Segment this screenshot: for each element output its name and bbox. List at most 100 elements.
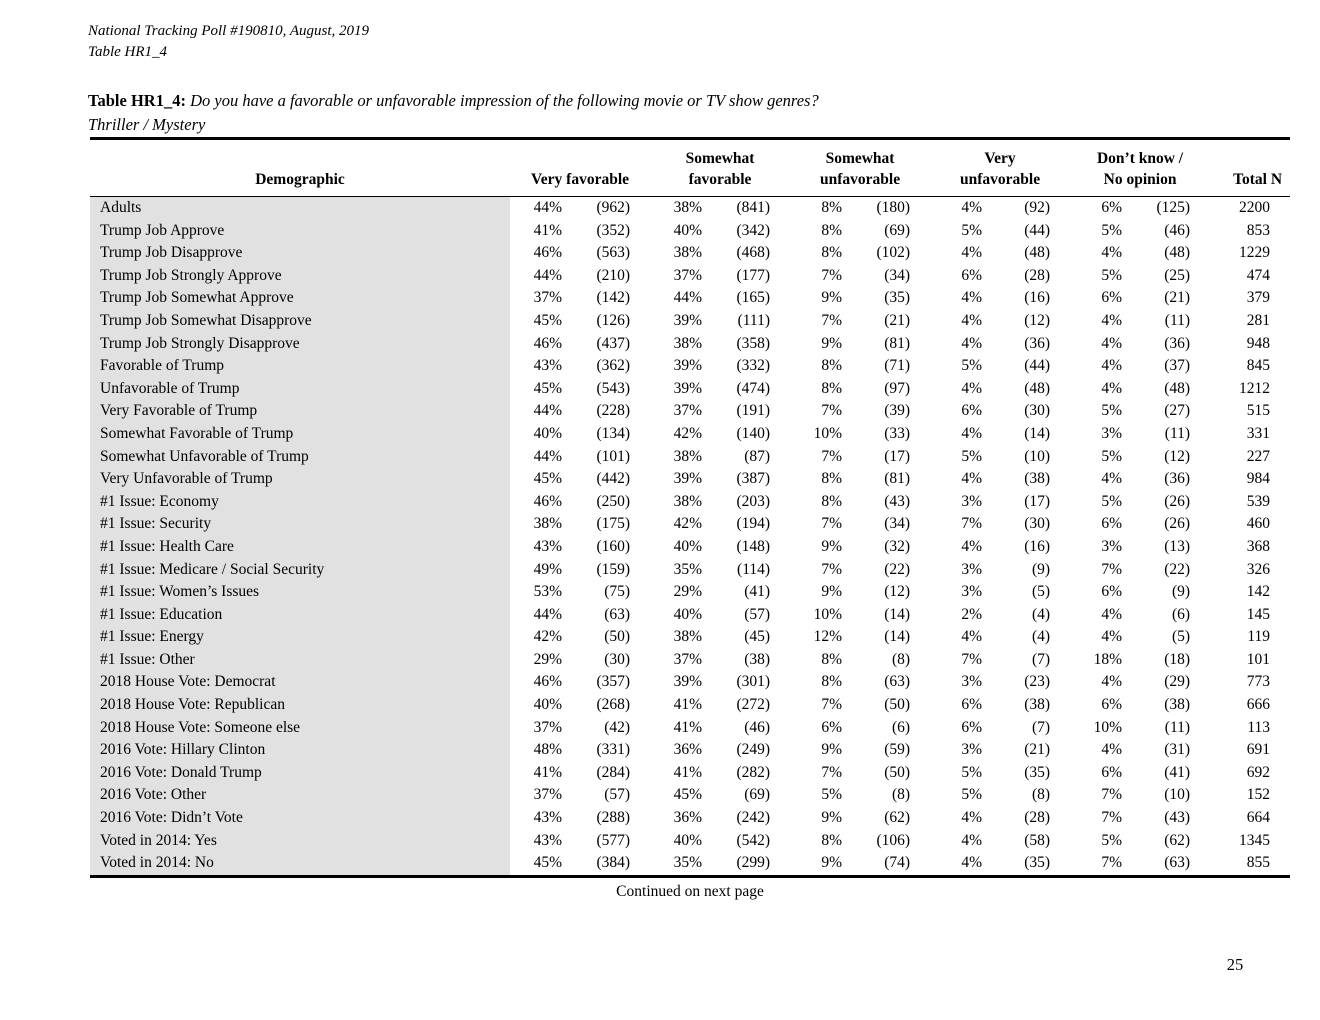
total-n-cell: 281: [1246, 311, 1271, 329]
dont-know-count: (18): [1164, 650, 1191, 668]
very-unfavorable-count: (35): [1024, 854, 1051, 872]
somewhat-unfavorable-count: (74): [884, 854, 911, 872]
dont-know-count: (36): [1164, 334, 1191, 352]
very-unfavorable-pct: 4%: [961, 424, 983, 442]
very-favorable-pct: 37%: [533, 786, 562, 804]
very-unfavorable-count: (9): [1031, 560, 1051, 578]
very-unfavorable-count: (38): [1024, 470, 1051, 488]
header-row: Demographic Very favorable Somewhat favo…: [90, 138, 1291, 197]
total-n-cell: 539: [1246, 492, 1271, 510]
col-header-somewhat-favorable: Somewhat favorable: [650, 138, 791, 197]
somewhat-favorable-pct: 39%: [673, 379, 703, 397]
somewhat-unfavorable-pct: 8%: [821, 357, 843, 375]
very-favorable-pct: 43%: [533, 809, 562, 827]
very-favorable-count: (101): [596, 447, 631, 465]
somewhat-unfavorable-count: (34): [884, 266, 911, 284]
somewhat-favorable-pct: 37%: [673, 402, 703, 420]
table-row: 2018 House Vote: Republican 40% (268) 41…: [90, 694, 1290, 717]
total-n-cell: 101: [1246, 650, 1271, 668]
very-favorable-count: (50): [604, 628, 631, 646]
somewhat-unfavorable-pct: 9%: [821, 809, 843, 827]
demographic-cell: #1 Issue: Economy: [90, 490, 510, 514]
demographic-cell: #1 Issue: Medicare / Social Security: [90, 558, 510, 582]
somewhat-favorable-pct: 36%: [673, 809, 703, 827]
dont-know-count: (37): [1164, 357, 1191, 375]
very-unfavorable-pct: 5%: [961, 763, 983, 781]
very-favorable-pct: 29%: [533, 650, 562, 668]
dont-know-pct: 4%: [1101, 470, 1123, 488]
poll-name: National Tracking Poll #190810, August, …: [88, 23, 369, 39]
somewhat-unfavorable-pct: 7%: [821, 447, 843, 465]
dont-know-pct: 7%: [1101, 809, 1123, 827]
dont-know-count: (29): [1164, 673, 1191, 691]
very-unfavorable-count: (44): [1024, 221, 1051, 239]
demographic-cell: 2018 House Vote: Republican: [90, 694, 510, 717]
somewhat-unfavorable-pct: 8%: [821, 221, 843, 239]
somewhat-unfavorable-pct: 9%: [821, 537, 843, 555]
very-favorable-pct: 45%: [533, 311, 562, 329]
demographic-cell: #1 Issue: Security: [90, 513, 510, 536]
somewhat-favorable-count: (41): [744, 583, 771, 601]
somewhat-favorable-pct: 38%: [673, 492, 703, 510]
dont-know-pct: 4%: [1101, 311, 1123, 329]
somewhat-unfavorable-count: (50): [884, 763, 911, 781]
very-favorable-pct: 43%: [533, 831, 562, 849]
table-row: Very Unfavorable of Trump 45% (442) 39% …: [90, 468, 1290, 491]
table-row: Trump Job Somewhat Disapprove 45% (126) …: [90, 309, 1290, 333]
somewhat-unfavorable-count: (50): [884, 696, 911, 714]
dont-know-pct: 4%: [1101, 379, 1123, 397]
dont-know-count: (62): [1164, 831, 1191, 849]
very-favorable-pct: 38%: [533, 515, 562, 533]
very-favorable-count: (134): [596, 424, 631, 442]
total-n-cell: 853: [1246, 221, 1271, 239]
dont-know-pct: 6%: [1101, 583, 1123, 601]
dont-know-count: (48): [1164, 379, 1191, 397]
very-favorable-count: (362): [596, 357, 631, 375]
dont-know-count: (11): [1164, 424, 1191, 442]
very-favorable-pct: 46%: [533, 244, 562, 262]
demographic-cell: Unfavorable of Trump: [90, 377, 510, 401]
very-favorable-pct: 45%: [533, 854, 562, 872]
somewhat-favorable-pct: 39%: [673, 673, 703, 691]
somewhat-favorable-count: (342): [736, 221, 771, 239]
demographic-cell: Trump Job Somewhat Approve: [90, 287, 510, 310]
very-favorable-pct: 44%: [533, 266, 562, 284]
very-unfavorable-pct: 4%: [961, 289, 983, 307]
somewhat-favorable-pct: 40%: [673, 831, 703, 849]
very-unfavorable-count: (28): [1024, 809, 1051, 827]
very-unfavorable-count: (5): [1031, 583, 1051, 601]
total-n-cell: 113: [1247, 718, 1271, 736]
very-favorable-count: (210): [596, 266, 631, 284]
somewhat-unfavorable-count: (14): [884, 628, 911, 646]
somewhat-favorable-pct: 42%: [673, 515, 703, 533]
somewhat-unfavorable-count: (97): [884, 379, 911, 397]
table-row: #1 Issue: Women’s Issues 53% (75) 29% (4…: [90, 581, 1290, 604]
table-title: Table HR1_4: Do you have a favorable or …: [88, 89, 819, 113]
dont-know-count: (11): [1164, 718, 1191, 736]
total-n-cell: 855: [1246, 854, 1271, 872]
somewhat-unfavorable-pct: 5%: [821, 786, 843, 804]
very-unfavorable-count: (12): [1024, 311, 1051, 329]
very-favorable-count: (142): [596, 289, 631, 307]
dont-know-count: (63): [1164, 854, 1191, 872]
table-title-label: Table HR1_4:: [88, 91, 186, 110]
total-n-cell: 227: [1246, 447, 1271, 465]
very-unfavorable-pct: 3%: [961, 741, 983, 759]
somewhat-favorable-pct: 40%: [673, 605, 703, 623]
total-n-cell: 474: [1246, 266, 1271, 284]
very-unfavorable-count: (38): [1024, 696, 1051, 714]
somewhat-favorable-count: (38): [744, 650, 771, 668]
very-unfavorable-pct: 6%: [961, 402, 983, 420]
somewhat-unfavorable-pct: 7%: [821, 560, 843, 578]
dont-know-count: (13): [1164, 537, 1191, 555]
demographic-cell: Adults: [90, 196, 510, 220]
somewhat-favorable-pct: 39%: [673, 311, 703, 329]
dont-know-pct: 6%: [1101, 289, 1123, 307]
total-n-cell: 691: [1246, 741, 1271, 759]
somewhat-favorable-pct: 29%: [673, 583, 703, 601]
table-row: 2016 Vote: Other 37% (57) 45% (69) 5% (8…: [90, 784, 1290, 808]
very-favorable-pct: 37%: [533, 718, 562, 736]
very-unfavorable-count: (30): [1024, 515, 1051, 533]
total-n-cell: 142: [1246, 583, 1271, 601]
very-unfavorable-count: (16): [1024, 537, 1051, 555]
